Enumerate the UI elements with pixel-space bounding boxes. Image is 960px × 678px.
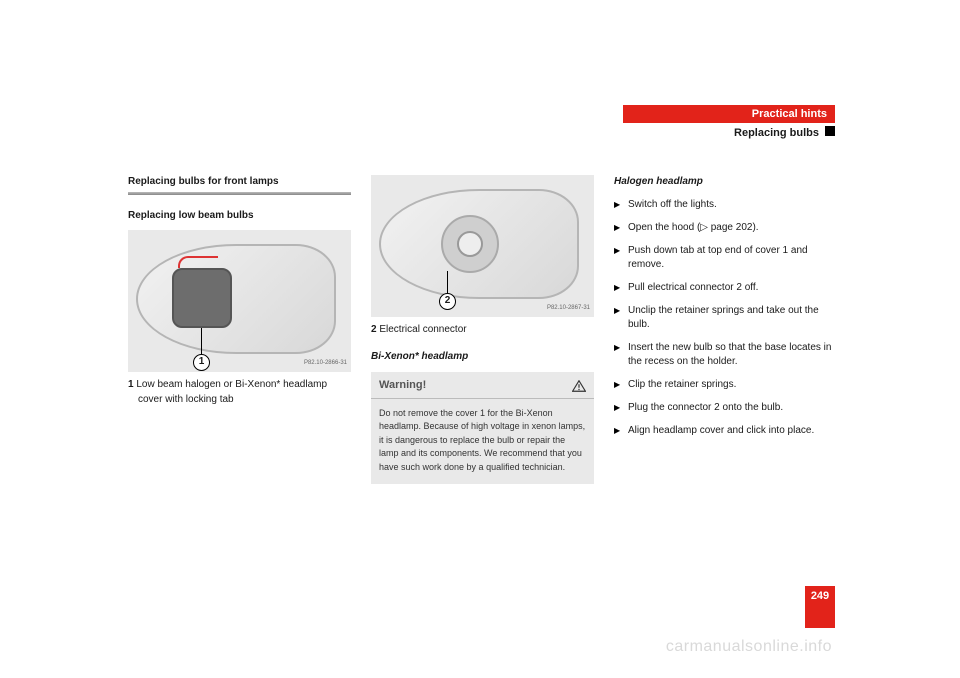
caption-num-1: 1 bbox=[128, 379, 134, 390]
column-2: 2 P82.10-2867-31 2 Electrical connector … bbox=[371, 175, 594, 484]
col1-subheading: Replacing low beam bulbs bbox=[128, 209, 351, 224]
title-rule bbox=[128, 192, 351, 195]
page-number: 249 bbox=[805, 586, 835, 628]
figure-1: 1 P82.10-2866-31 bbox=[128, 230, 351, 372]
step-item: Align headlamp cover and click into plac… bbox=[614, 424, 837, 438]
step-item: Push down tab at top end of cover 1 and … bbox=[614, 244, 837, 272]
caption-text-1: Low beam halogen or Bi-Xenon* head­lamp … bbox=[136, 379, 327, 405]
step-item: Open the hood (▷ page 202). bbox=[614, 221, 837, 235]
step-item: Plug the connector 2 onto the bulb. bbox=[614, 401, 837, 415]
caption-text-2: Electrical connector bbox=[379, 324, 466, 335]
column-1: Replacing bulbs for front lamps Replacin… bbox=[128, 175, 351, 484]
fig2-caption: 2 Electrical connector bbox=[371, 323, 594, 338]
section-title: Replacing bulbs bbox=[623, 123, 835, 143]
col3-italic-heading: Halogen headlamp bbox=[614, 175, 837, 190]
fig2-code: P82.10-2867-31 bbox=[547, 304, 590, 313]
step-item: Switch off the lights. bbox=[614, 198, 837, 212]
figure-2: 2 P82.10-2867-31 bbox=[371, 175, 594, 317]
fig1-caption: 1 Low beam halogen or Bi-Xenon* head­lam… bbox=[128, 378, 351, 407]
caption-num-2: 2 bbox=[371, 324, 377, 335]
page-header: Practical hints Replacing bulbs bbox=[623, 105, 835, 143]
chapter-tab: Practical hints bbox=[623, 105, 835, 123]
warning-icon bbox=[572, 380, 586, 392]
watermark: carmanualsonline.info bbox=[666, 638, 832, 656]
callout-1: 1 bbox=[193, 354, 210, 371]
column-3: Halogen headlamp Switch off the lights. … bbox=[614, 175, 837, 484]
col1-title: Replacing bulbs for front lamps bbox=[128, 175, 351, 190]
step-item: Pull electrical connector 2 off. bbox=[614, 281, 837, 295]
warning-box: Warning! Do not remove the cover 1 for t… bbox=[371, 372, 594, 484]
content-columns: Replacing bulbs for front lamps Replacin… bbox=[128, 175, 838, 484]
warning-title: Warning! bbox=[379, 378, 426, 394]
fig1-code: P82.10-2866-31 bbox=[304, 359, 347, 368]
warning-header: Warning! bbox=[371, 372, 594, 399]
step-item: Unclip the retainer springs and take out… bbox=[614, 304, 837, 332]
col2-italic-heading: Bi-Xenon* headlamp bbox=[371, 350, 594, 365]
step-item: Insert the new bulb so that the base lo­… bbox=[614, 341, 837, 369]
callout-2: 2 bbox=[439, 293, 456, 310]
warning-body: Do not remove the cover 1 for the Bi-Xen… bbox=[371, 399, 594, 485]
step-list: Switch off the lights. Open the hood (▷ … bbox=[614, 198, 837, 438]
step-item: Clip the retainer springs. bbox=[614, 378, 837, 392]
